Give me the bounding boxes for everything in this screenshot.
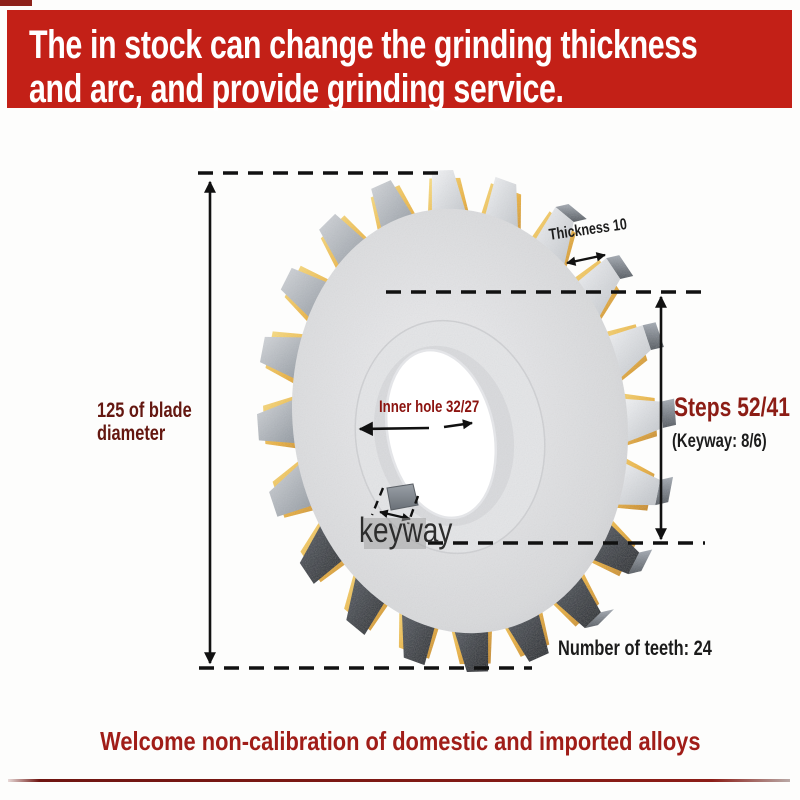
keyway-label-highlight [364, 518, 426, 549]
keyway-dimension-arrow [379, 509, 411, 522]
dimension-lines [198, 171, 706, 670]
cutter-tooth [620, 398, 663, 444]
keyway-slot [386, 483, 419, 511]
keyway-size-label: (Keyway: 8/6) [672, 431, 767, 452]
cutter-tooth [346, 568, 389, 635]
cutter-tooth [555, 204, 587, 222]
cutter-tooth [299, 519, 347, 584]
blade-diameter-line2: diameter [97, 422, 166, 445]
steps-label: Steps 52/41 [674, 392, 790, 422]
corner-accent-strip [0, 0, 32, 6]
inner-hole-arrow-right [443, 419, 474, 430]
cutter-tooth [531, 207, 574, 274]
cutter-tooth [584, 609, 614, 629]
cutter-tooth [257, 398, 300, 444]
blade-diameter-label: 125 of blade diameter [97, 399, 192, 445]
keyway-label: keyway [359, 511, 453, 550]
cutter-tooth [431, 170, 469, 222]
blade-diameter-line1: 125 of blade [97, 399, 192, 422]
cutter-tooth [628, 549, 653, 575]
teeth-count-label: Number of teeth: 24 [558, 637, 712, 660]
thickness-dimension-arrow [566, 252, 606, 266]
footer-slogan-text: Welcome non-calibration of domestic and … [99, 726, 701, 756]
banner-line-2: and arc, and provide grinding service. [29, 67, 564, 111]
keyway-extension-line-left [370, 487, 385, 516]
promo-banner: The in stock can change the grinding thi… [7, 10, 792, 111]
keyway-extension-line-right [406, 495, 420, 525]
inner-hole [384, 348, 498, 520]
banner-line-1: The in stock can change the grinding thi… [29, 23, 698, 67]
inner-hole-label: Inner hole 32/27 [379, 397, 480, 416]
cutter-tooth [606, 255, 634, 279]
cutter-tooth [451, 620, 489, 672]
footer-slogan: Welcome non-calibration of domestic and … [0, 726, 800, 757]
footer-divider [8, 779, 790, 782]
inner-hole-arrow-left [358, 421, 430, 436]
